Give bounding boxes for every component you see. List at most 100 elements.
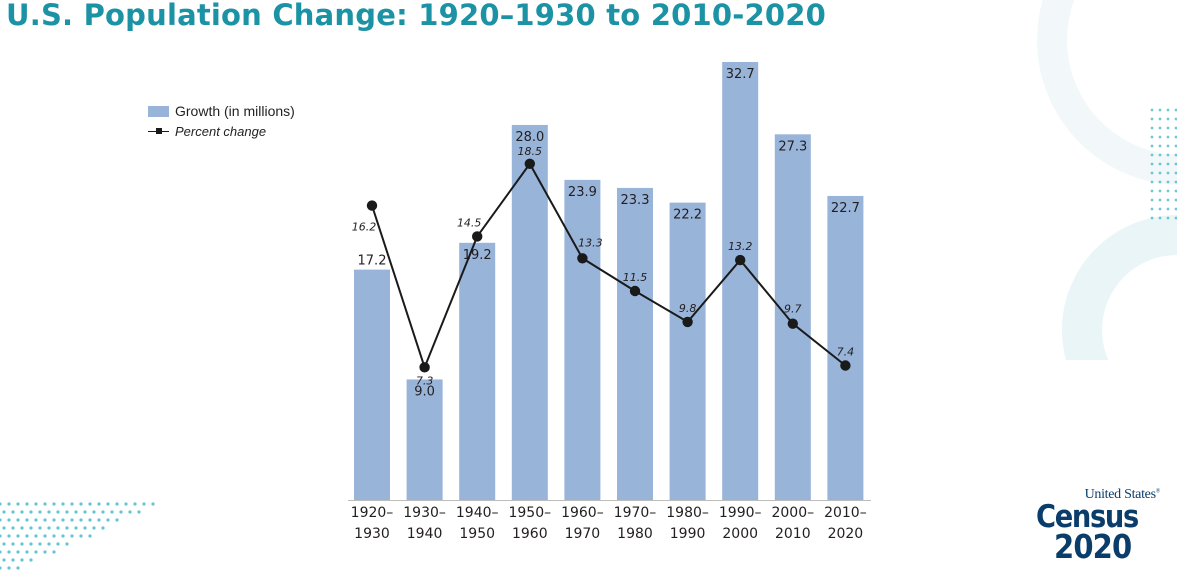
- decorative-dot: [0, 502, 2, 506]
- decorative-dot: [1166, 153, 1170, 157]
- x-tick-label: 1950: [459, 526, 495, 542]
- decorative-dot: [70, 502, 74, 506]
- decorative-dot: [97, 502, 101, 506]
- bar-2: [459, 242, 496, 500]
- decorative-dot: [128, 510, 132, 514]
- percent-point-7: [735, 254, 746, 266]
- decorative-dot: [29, 558, 33, 562]
- decorative-dot: [56, 510, 60, 514]
- x-tick-label: 1990: [670, 526, 706, 542]
- decorative-dot: [11, 526, 15, 530]
- percent-value-label: 16.2: [352, 221, 377, 234]
- decorative-dot: [70, 518, 74, 522]
- bar-value-label: 27.3: [778, 139, 807, 154]
- decorative-dot: [1150, 198, 1154, 202]
- bar-7: [722, 62, 759, 500]
- decorative-dot: [1150, 207, 1154, 211]
- decorative-dot: [16, 566, 20, 570]
- decorative-dot: [110, 510, 114, 514]
- decorative-dot: [1150, 126, 1154, 130]
- bar-1: [406, 379, 443, 500]
- decorative-dot: [2, 510, 6, 514]
- logo-census: Census: [1036, 499, 1139, 535]
- decorative-dot: [79, 502, 83, 506]
- decorative-dot: [1150, 189, 1154, 193]
- decorative-dot: [88, 534, 92, 538]
- decorative-dot: [20, 510, 24, 514]
- percent-value-label: 11.5: [623, 271, 648, 284]
- decorative-dot: [25, 502, 29, 506]
- decorative-dot: [74, 510, 78, 514]
- x-tick-label: 2010: [775, 526, 811, 542]
- decorative-dot: [92, 510, 96, 514]
- bar-value-label: 19.2: [463, 248, 492, 263]
- decorative-dot: [2, 526, 6, 530]
- decorative-dot: [29, 510, 33, 514]
- decorative-dot: [20, 558, 24, 562]
- percent-change-line: [371, 161, 847, 371]
- decorative-dot: [115, 518, 119, 522]
- legend-label-percent: Percent change: [175, 123, 267, 139]
- decorative-dot: [1158, 207, 1162, 211]
- bar-5: [617, 187, 653, 500]
- legend-bar-swatch: [148, 105, 169, 117]
- census-2020-logo: United States® Census 2020: [1036, 487, 1168, 567]
- decorative-dot: [88, 502, 92, 506]
- x-tick-label: 1990–: [719, 505, 762, 521]
- decorative-dot: [34, 502, 38, 506]
- percent-point-9: [840, 360, 851, 371]
- decorative-dot: [1166, 144, 1170, 148]
- decorative-dot: [29, 542, 33, 546]
- x-tick-label: 1940: [407, 526, 443, 542]
- decorative-dot: [11, 558, 15, 562]
- decorative-dot: [1174, 198, 1177, 202]
- bar-6: [669, 202, 706, 500]
- decorative-dot: [74, 526, 78, 530]
- decorative-dot: [1174, 180, 1177, 184]
- decorative-dot: [1174, 126, 1177, 130]
- decorative-dot: [106, 518, 110, 522]
- decorative-dot: [1166, 198, 1170, 202]
- decorative-dot: [83, 510, 87, 514]
- decorative-dot: [1158, 126, 1162, 130]
- decorative-dot: [142, 502, 146, 506]
- x-tick-label: 1950–: [508, 505, 551, 521]
- legend-line-marker: [148, 126, 169, 137]
- decorative-dot: [16, 502, 20, 506]
- decorative-dot: [29, 526, 33, 530]
- decorative-dot: [1166, 108, 1170, 112]
- x-tick-label: 1980: [617, 526, 653, 542]
- bar-value-label: 17.2: [358, 254, 387, 269]
- decorative-dot: [124, 502, 128, 506]
- percent-point-3: [524, 158, 535, 169]
- decorative-dot: [7, 502, 11, 506]
- decorative-dot: [1166, 171, 1170, 175]
- decorative-dot: [115, 502, 119, 506]
- x-tick-label: 1930–: [403, 505, 446, 521]
- decorative-dot: [52, 502, 56, 506]
- decorative-dot: [1166, 135, 1170, 139]
- percent-point-2: [472, 231, 483, 242]
- decorative-dot: [34, 550, 38, 554]
- percent-value-label: 13.3: [578, 236, 603, 249]
- percent-value-label: 9.8: [679, 302, 697, 315]
- decorative-dot: [1158, 162, 1162, 166]
- decorative-dot: [1158, 117, 1162, 121]
- decorative-dot: [43, 534, 47, 538]
- x-tick-label: 2010–: [824, 505, 867, 521]
- legend-item-percent: Percent change: [148, 121, 295, 141]
- decorative-dot: [1158, 153, 1162, 157]
- decorative-dot: [47, 542, 51, 546]
- bar-value-label: 28.0: [515, 130, 544, 145]
- decorative-arc: [1062, 215, 1177, 360]
- decorative-dot: [52, 550, 56, 554]
- decorative-dot: [2, 558, 6, 562]
- decorative-dot: [101, 510, 105, 514]
- bar-value-label: 9.0: [414, 384, 435, 399]
- decorative-dot: [1166, 126, 1170, 130]
- percent-value-label: 14.5: [457, 216, 482, 229]
- decorative-dot: [38, 526, 42, 530]
- decorative-dot: [1150, 144, 1154, 148]
- decorative-dot: [1174, 207, 1177, 211]
- decorative-dot: [52, 518, 56, 522]
